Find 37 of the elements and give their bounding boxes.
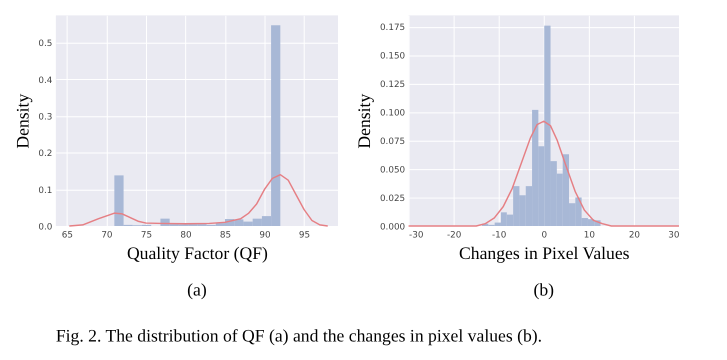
line-series	[408, 120, 680, 227]
x-tick-label: 10	[584, 230, 596, 240]
y-axis-title: Density	[354, 94, 374, 149]
caption: Fig. 2. The distribution of QF (a) and the changes in pixel values (b).	[56, 326, 542, 346]
x-tick-label: 75	[140, 230, 152, 240]
x-tick-label: 30	[668, 230, 680, 240]
x-axis-title: Changes in Pixel Values	[459, 242, 630, 263]
y-tick-label: 0.000	[380, 222, 406, 232]
y-tick-label: 0.100	[380, 108, 406, 119]
y-tick-label: 0.4	[38, 76, 53, 86]
x-axis-title: Quality Factor (QF)	[126, 242, 268, 263]
x-tick-label: 95	[298, 230, 310, 240]
line-series	[68, 174, 328, 227]
y-tick-label: 0.050	[380, 165, 406, 176]
y-tick-label: 0.125	[380, 80, 406, 90]
x-tick-label: -30	[409, 230, 424, 240]
y-tick-label: 0.5	[38, 39, 52, 50]
x-tick-label: 20	[628, 230, 640, 240]
x-tick-label: 85	[220, 230, 232, 240]
x-tick-label: -10	[492, 230, 507, 240]
text: (a)	[187, 280, 207, 300]
y-tick-label: 0.1	[38, 186, 52, 196]
x-tick-label: 80	[180, 230, 192, 240]
x-tick-label: 65	[62, 230, 74, 240]
y-tick-label: 0.3	[38, 112, 52, 123]
y-tick-label: 0.2	[38, 149, 52, 160]
x-tick-label: -20	[446, 230, 462, 240]
y-tick-label: 0.175	[380, 23, 406, 34]
y-axis-title: Density	[12, 94, 33, 149]
text: (b)	[534, 280, 554, 300]
y-tick-label: 0.075	[380, 137, 406, 148]
x-tick-label: 0	[541, 230, 548, 240]
x-tick-label: 70	[101, 230, 113, 240]
y-tick-label: 0.150	[380, 52, 406, 62]
y-tick-label: 0.0	[38, 222, 53, 232]
y-tick-label: 0.025	[380, 194, 406, 204]
x-tick-label: 90	[259, 230, 271, 240]
